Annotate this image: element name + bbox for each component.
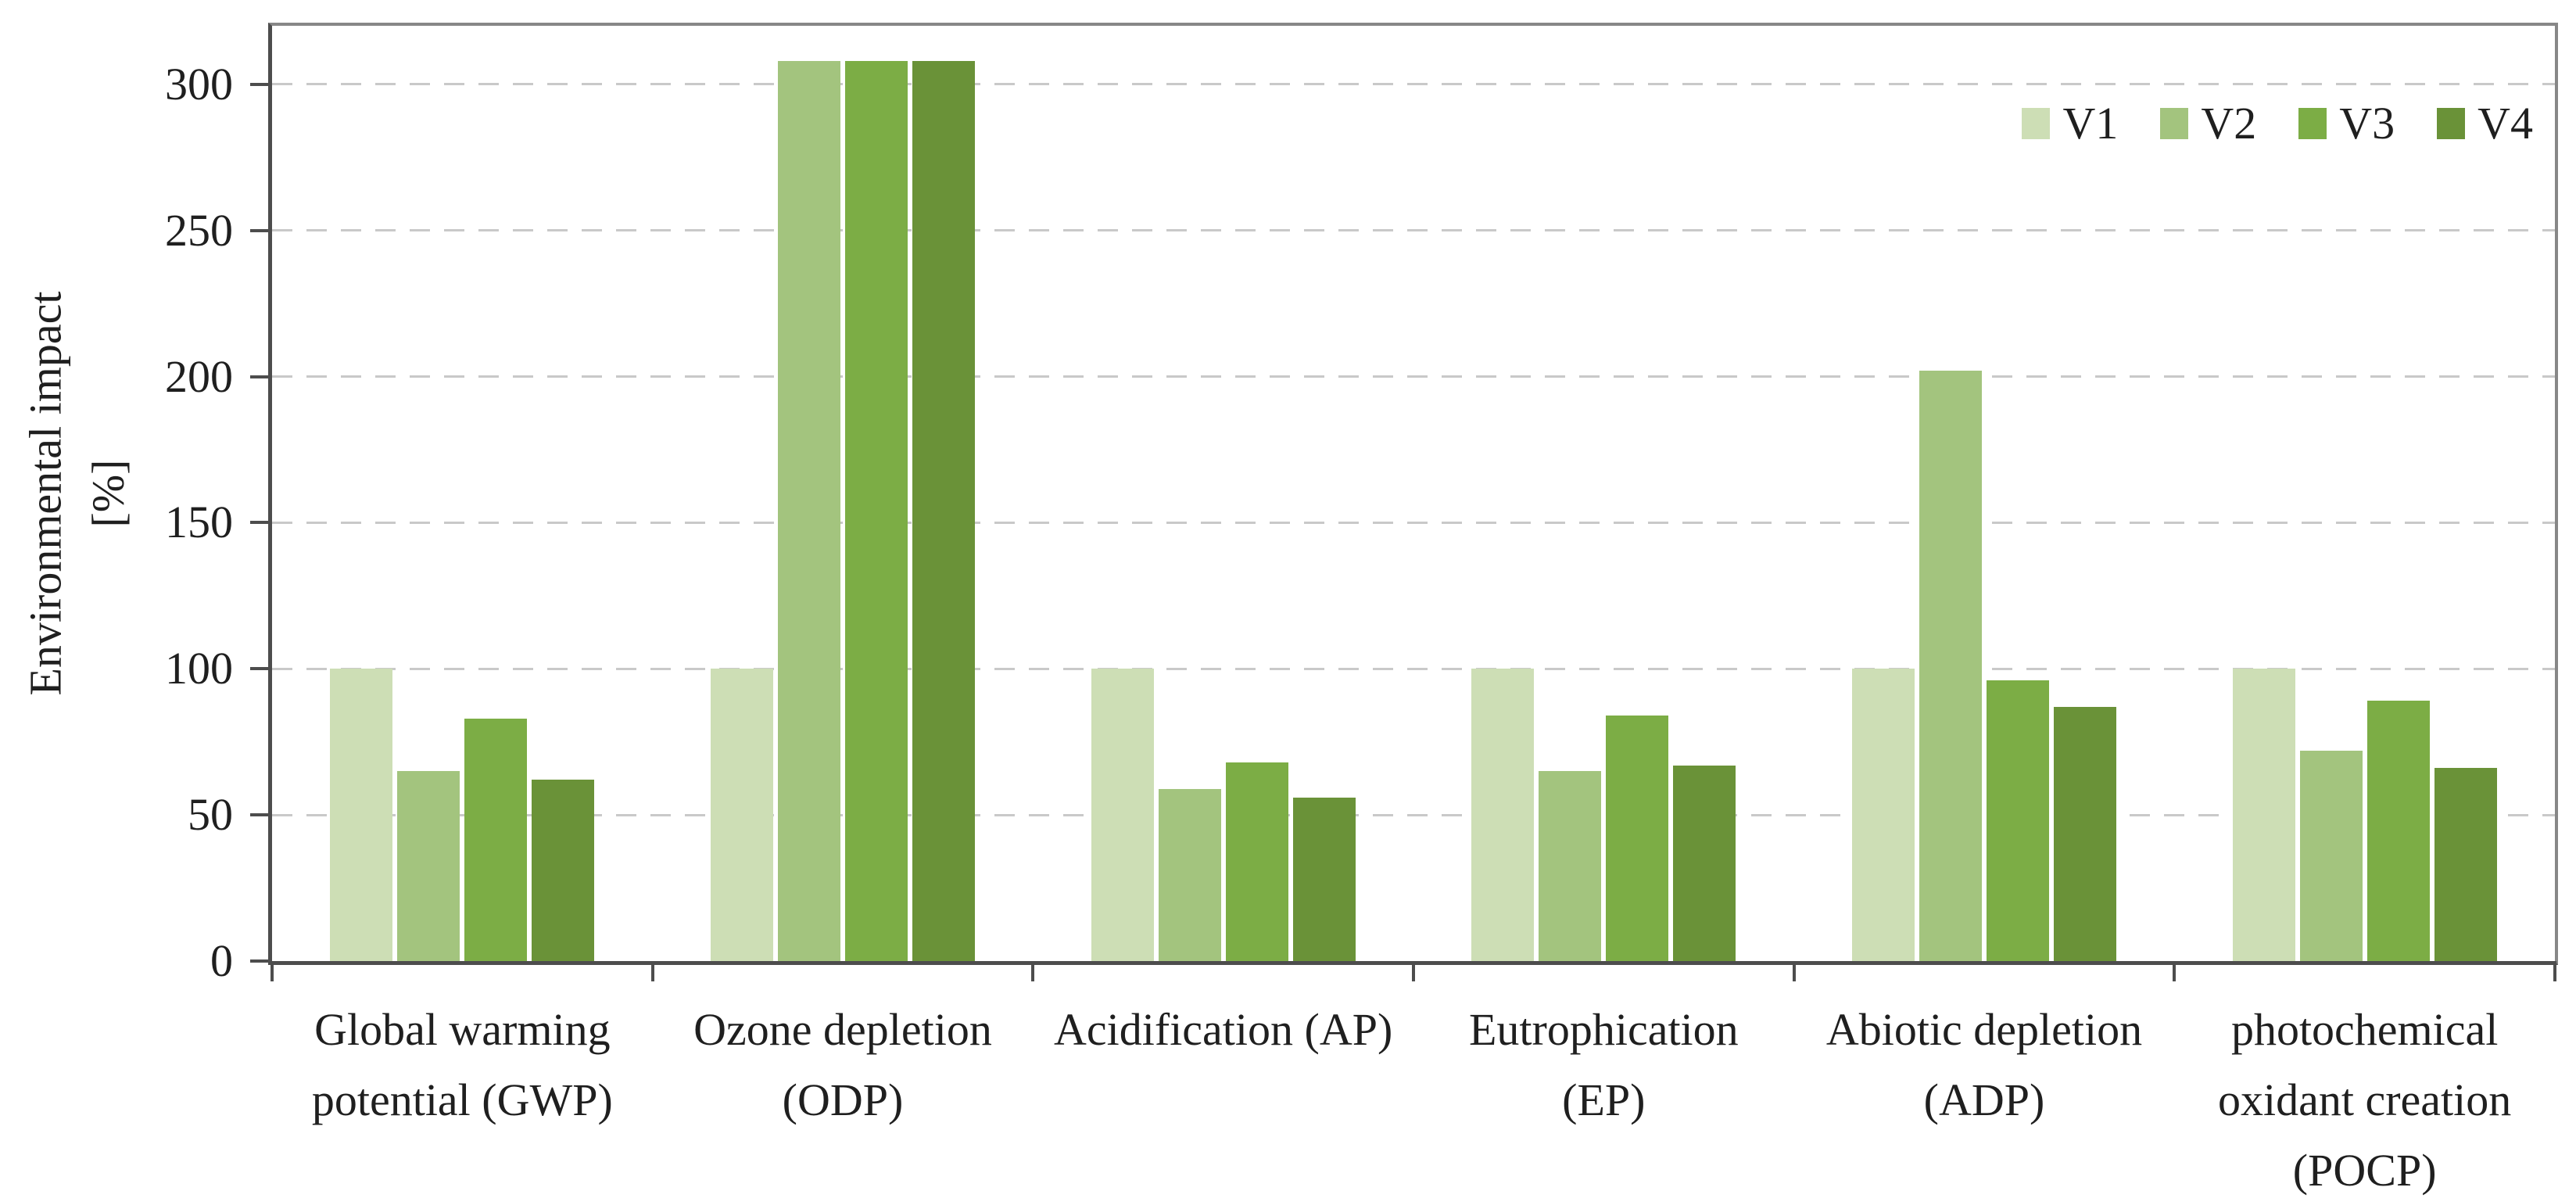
y-tick-mark-50 (250, 813, 272, 817)
bar-V2-group1 (397, 771, 460, 961)
x-tick-mark-2 (1031, 961, 1035, 981)
legend-item-V3: V3 (2298, 101, 2395, 146)
bar-V1-group3 (1091, 669, 1154, 961)
y-tick-mark-150 (250, 521, 272, 525)
x-category-label-line: Acidification (AP) (1054, 1004, 1393, 1055)
gridline-300 (272, 83, 2555, 86)
x-category-label-6: photochemical oxidant creation (POCP) (2174, 995, 2555, 1198)
bar-V3-group3 (1225, 762, 1288, 961)
legend-swatch-V4 (2437, 108, 2466, 139)
bar-V4-group1 (532, 780, 595, 961)
y-tick-label-250: 250 (165, 204, 233, 256)
x-category-label-line: (ODP) (782, 1074, 904, 1125)
bar-V2-group2 (778, 60, 840, 961)
y-tick-mark-300 (250, 82, 272, 86)
legend-item-V1: V1 (2022, 101, 2118, 146)
legend-label-V1: V1 (2062, 98, 2119, 149)
gridline-200 (272, 375, 2555, 378)
legend-label-V4: V4 (2477, 98, 2533, 149)
y-tick-label-100: 100 (165, 643, 233, 694)
bar-V3-group5 (1987, 680, 2049, 961)
bar-V2-group5 (1919, 371, 1982, 961)
bar-V1-group1 (330, 669, 393, 961)
bar-V1-group4 (1471, 669, 1535, 961)
plot-area: V1 V2 V3 V4 (268, 23, 2558, 965)
y-tick-label-150: 150 (165, 497, 233, 548)
legend-item-V2: V2 (2160, 101, 2256, 146)
legend-swatch-V3 (2298, 108, 2327, 139)
x-tick-mark-4 (1792, 961, 1796, 981)
x-category-label-line: (ADP) (1923, 1074, 2045, 1125)
x-category-label-4: Eutrophication (EP) (1413, 995, 1794, 1135)
bar-V2-group3 (1158, 788, 1221, 961)
y-tick-mark-250 (250, 228, 272, 232)
legend-label-V3: V3 (2339, 98, 2395, 149)
bar-V1-group5 (1852, 669, 1915, 961)
y-tick-label-300: 300 (165, 58, 233, 109)
legend-swatch-V1 (2022, 108, 2051, 139)
bar-V4-group5 (2054, 706, 2116, 961)
gridline-50 (272, 813, 2555, 816)
x-category-label-line: Global warming (314, 1004, 611, 1055)
y-tick-label-0: 0 (210, 935, 233, 986)
x-category-label-line: (EP) (1562, 1074, 1646, 1125)
x-tick-mark-1 (650, 961, 654, 981)
bar-V4-group3 (1292, 797, 1356, 961)
x-tick-mark-6 (2553, 961, 2556, 981)
gridline-100 (272, 667, 2555, 670)
bar-V1-group2 (711, 669, 773, 961)
x-category-label-line: (POCP) (2292, 1144, 2437, 1196)
y-tick-mark-0 (250, 959, 272, 963)
bar-V4-group4 (1673, 765, 1736, 961)
x-category-label-line: Eutrophication (1468, 1004, 1739, 1055)
bar-V3-group4 (1606, 716, 1669, 961)
y-tick-label-200: 200 (165, 350, 233, 402)
x-category-label-line: potential (GWP) (311, 1074, 613, 1125)
x-category-label-line: Abiotic depletion (1825, 1004, 2143, 1055)
x-tick-mark-3 (1412, 961, 1415, 981)
bar-V4-group2 (912, 60, 975, 961)
bar-V3-group1 (464, 718, 528, 961)
x-category-label-line: oxidant creation (2218, 1074, 2512, 1125)
x-tick-mark-0 (270, 961, 274, 981)
y-tick-mark-200 (250, 375, 272, 378)
x-category-label-line: Ozone depletion (693, 1004, 992, 1055)
gridline-150 (272, 521, 2555, 524)
y-tick-mark-100 (250, 667, 272, 671)
legend-item-V4: V4 (2437, 101, 2533, 146)
legend-label-V2: V2 (2201, 98, 2257, 149)
x-category-label-5: Abiotic depletion (ADP) (1794, 995, 2175, 1135)
bar-V3-group6 (2366, 701, 2430, 961)
bar-V1-group6 (2232, 669, 2295, 961)
gridline-250 (272, 229, 2555, 232)
x-tick-mark-5 (2173, 961, 2177, 981)
bar-V2-group6 (2299, 750, 2363, 961)
x-category-label-2: Ozone depletion (ODP) (653, 995, 1034, 1135)
bar-V2-group4 (1539, 771, 1602, 961)
x-category-label-1: Global warming potential (GWP) (272, 995, 653, 1135)
y-tick-label-50: 50 (188, 789, 233, 841)
x-category-label-line: photochemical (2230, 1004, 2499, 1055)
x-category-label-3: Acidification (AP) (1033, 995, 1413, 1065)
legend: V1 V2 V3 V4 (2022, 101, 2533, 146)
bar-V4-group6 (2434, 768, 2497, 961)
legend-swatch-V2 (2160, 108, 2189, 139)
bar-V3-group2 (845, 60, 908, 961)
